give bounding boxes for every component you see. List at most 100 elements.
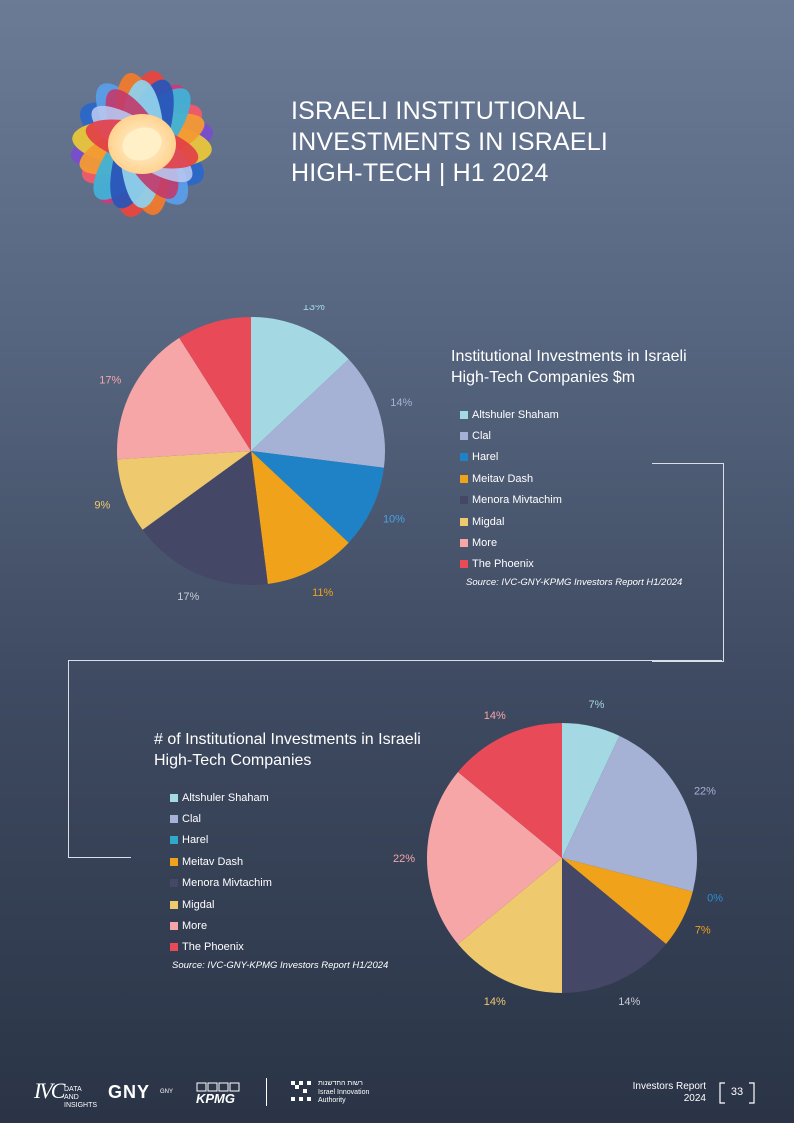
iia-logo-text-line: רשות החדשנות: [318, 1080, 363, 1087]
ivc-logo: IVC DATA AND INSIGHTS: [34, 1078, 97, 1110]
legend-swatch: [170, 900, 178, 909]
pie-slice-altshuler-shaham: [562, 723, 620, 858]
chart2-legend: Altshuler Shaham Clal Harel Meitav Dash …: [170, 787, 390, 958]
legend-label: Harel: [182, 834, 209, 847]
legend-item-harel: Harel: [170, 830, 390, 851]
legend-item-migdal: Migdal: [170, 894, 390, 915]
kpmg-logo-text: KPMG: [196, 1091, 235, 1106]
legend-label: Menora Mivtachim: [472, 494, 562, 507]
data-label-meitav-dash: 7%: [695, 925, 711, 937]
connector-line: [68, 660, 722, 661]
gny-logo-sub: GNY: [160, 1089, 174, 1095]
legend-item-menora-mivtachim: Menora Mivtachim: [170, 873, 390, 894]
legend-swatch: [460, 410, 468, 419]
data-label-harel: 0%: [707, 892, 723, 904]
ivc-logo-mark: IVC: [34, 1078, 65, 1103]
data-label-the-phoenix: 9%: [199, 305, 215, 306]
gny-logo-mark: GNY: [108, 1082, 151, 1102]
decorative-ribbon-flower-image: [70, 70, 214, 218]
iia-logo-text-line: Authority: [318, 1097, 346, 1104]
gny-logo: GNY GNY: [108, 1082, 188, 1104]
legend-swatch: [170, 793, 178, 802]
pie-slice-clal: [251, 359, 385, 468]
legend-item-altshuler-shaham: Altshuler Shaham: [460, 404, 680, 425]
legend-item-meitav-dash: Meitav Dash: [460, 468, 680, 489]
footer-report-line: Investors Report: [632, 1081, 706, 1092]
connector-line: [652, 463, 724, 662]
legend-swatch: [170, 943, 178, 952]
pie-slice-more: [117, 337, 251, 460]
legend-item-more: More: [170, 915, 390, 936]
footer-report-label: Investors Report 2024: [600, 1081, 706, 1105]
pie-slice-more: [427, 771, 562, 945]
chart1-legend: Altshuler Shaham Clal Harel Meitav Dash …: [460, 404, 680, 575]
page-title-line: INVESTMENTS IN ISRAELI: [291, 128, 608, 156]
legend-swatch: [170, 836, 178, 845]
pie-slice-the-phoenix: [457, 723, 562, 858]
legend-swatch: [170, 879, 178, 888]
legend-label: Clal: [182, 813, 201, 826]
chart2-title: # of Institutional Investments in Israel…: [154, 729, 464, 771]
legend-item-more: More: [460, 532, 680, 553]
legend-label: Meitav Dash: [472, 472, 534, 485]
legend-swatch: [460, 496, 468, 505]
legend-label: Altshuler Shaham: [472, 408, 559, 421]
legend-item-harel: Harel: [460, 447, 680, 468]
data-label-clal: 22%: [694, 786, 716, 798]
legend-swatch: [170, 922, 178, 931]
data-label-more: 22%: [393, 853, 415, 865]
legend-label: Menora Mivtachim: [182, 877, 272, 890]
pie-chart-investments-count: 7% 22% 0% 7% 14% 14% 22% 14%: [393, 700, 723, 1008]
pie-slice-harel: [251, 451, 384, 543]
connector-line: [68, 660, 131, 858]
data-label-menora-mivtachim: 14%: [618, 996, 640, 1008]
legend-swatch: [170, 857, 178, 866]
legend-item-the-phoenix: The Phoenix: [170, 937, 390, 958]
page-title-line: ISRAELI INSTITUTIONAL: [291, 97, 586, 125]
pie-slice-migdal: [117, 451, 251, 530]
page-title-line: HIGH-TECH | H1 2024: [291, 159, 549, 187]
data-label-altshuler-shaham: 13%: [303, 305, 325, 313]
legend-item-clal: Clal: [170, 808, 390, 829]
legend-swatch: [460, 474, 468, 483]
page-number: 33: [730, 1086, 744, 1098]
legend-item-clal: Clal: [460, 425, 680, 446]
page-title: ISRAELI INSTITUTIONAL INVESTMENTS IN ISR…: [291, 96, 711, 189]
legend-label: Clal: [472, 430, 491, 443]
data-label-menora-mivtachim: 17%: [177, 591, 199, 603]
legend-item-meitav-dash: Meitav Dash: [170, 851, 390, 872]
data-label-harel: 10%: [383, 513, 405, 525]
data-label-more: 17%: [99, 374, 121, 386]
ivc-logo-sub-line: INSIGHTS: [64, 1102, 98, 1109]
legend-label: The Phoenix: [182, 941, 244, 954]
legend-label: More: [472, 537, 498, 550]
legend-item-migdal: Migdal: [460, 511, 680, 532]
legend-swatch: [460, 453, 468, 462]
data-label-meitav-dash: 11%: [312, 587, 333, 599]
chart1-source: Source: IVC-GNY-KPMG Investors Report H1…: [466, 577, 683, 588]
pie-slice-altshuler-shaham: [251, 317, 349, 451]
legend-label: Meitav Dash: [182, 855, 244, 868]
chart2-title-line: High-Tech Companies: [154, 752, 312, 769]
data-label-clal: 14%: [390, 397, 412, 409]
legend-label: More: [182, 920, 208, 933]
legend-swatch: [460, 539, 468, 548]
iia-logo-mark-icon: [291, 1081, 311, 1101]
pie-slice-menora-mivtachim: [142, 451, 268, 585]
legend-item-the-phoenix: The Phoenix: [460, 554, 680, 575]
legend-label: Migdal: [182, 898, 215, 911]
legend-label: Harel: [472, 451, 499, 464]
iia-logo-text: רשות החדשנות Israel Innovation Authority: [318, 1080, 369, 1106]
israel-innovation-authority-logo: רשות החדשנות Israel Innovation Authority: [290, 1080, 390, 1106]
kpmg-logo-boxes: [196, 1082, 240, 1092]
kpmg-logo: KPMG: [196, 1082, 244, 1106]
legend-swatch: [460, 560, 468, 569]
pie-slice-migdal: [457, 858, 562, 993]
chart1-title: Institutional Investments in Israeli Hig…: [451, 346, 751, 388]
chart2-title-line: # of Institutional Investments in Israel…: [154, 731, 421, 748]
pie-slice-meitav-dash: [562, 858, 693, 945]
footer-report-line: 2024: [683, 1093, 706, 1104]
legend-swatch: [170, 815, 178, 824]
ivc-logo-sub: DATA AND INSIGHTS: [64, 1086, 97, 1110]
chart2-source: Source: IVC-GNY-KPMG Investors Report H1…: [172, 960, 389, 971]
